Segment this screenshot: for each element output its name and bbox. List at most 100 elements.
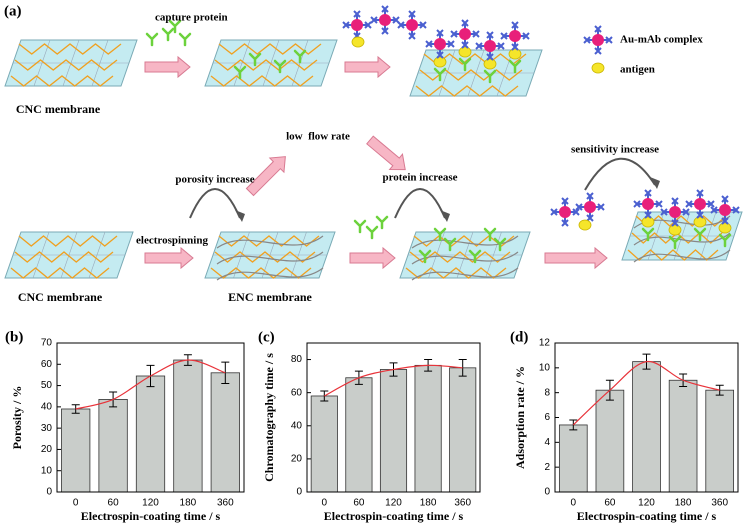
bar bbox=[345, 377, 373, 493]
curved-arrow bbox=[394, 188, 446, 219]
arrow-head bbox=[440, 210, 450, 222]
antibody bbox=[468, 249, 482, 264]
x-tick-label: 60 bbox=[604, 498, 616, 509]
y-tick-label: 2 bbox=[544, 462, 550, 473]
y-tick-label: 8 bbox=[544, 387, 550, 398]
x-tick-label: 60 bbox=[108, 498, 120, 509]
gold-particle bbox=[584, 201, 596, 213]
bar bbox=[61, 408, 91, 493]
bar bbox=[558, 424, 588, 493]
panel-label: (b) bbox=[5, 329, 23, 345]
fiber bbox=[18, 43, 122, 55]
gold-particle bbox=[406, 19, 418, 31]
arrow-shape bbox=[349, 246, 396, 270]
y-tick-label: 0 bbox=[296, 487, 302, 498]
arrow-shape bbox=[245, 156, 286, 197]
fit-curve bbox=[572, 361, 720, 426]
bar bbox=[135, 375, 166, 493]
antibody bbox=[718, 233, 732, 248]
arrow-head bbox=[235, 210, 245, 222]
arrow-shape bbox=[544, 246, 608, 270]
label: porosity increase bbox=[175, 174, 254, 186]
nanofiber bbox=[216, 235, 324, 249]
label: CNC membrane bbox=[18, 290, 103, 304]
antibody bbox=[483, 69, 497, 84]
antibody bbox=[233, 65, 247, 80]
gold-particle bbox=[351, 19, 363, 31]
antigen bbox=[433, 56, 447, 68]
antigen bbox=[591, 62, 605, 74]
arrow-head bbox=[650, 177, 660, 189]
legend-label: Au-mAb complex bbox=[620, 34, 703, 46]
antibody bbox=[161, 27, 175, 42]
antibody bbox=[433, 227, 447, 242]
y-tick-label: 0 bbox=[544, 487, 550, 498]
fiber bbox=[14, 251, 114, 263]
bar bbox=[173, 359, 203, 493]
antigen bbox=[458, 46, 472, 58]
nanofiber bbox=[411, 235, 519, 249]
error-bar bbox=[71, 404, 80, 414]
antibody bbox=[293, 49, 307, 64]
x-tick-label: 0 bbox=[73, 498, 79, 509]
nanofiber bbox=[216, 267, 324, 281]
x-tick-label: 120 bbox=[638, 498, 655, 509]
y-tick-label: 30 bbox=[41, 423, 53, 434]
x-tick-label: 360 bbox=[454, 498, 471, 509]
x-tick-label: 120 bbox=[142, 498, 159, 509]
antibody bbox=[493, 237, 507, 252]
bar bbox=[98, 399, 128, 493]
antibody bbox=[248, 52, 262, 67]
y-tick-label: 50 bbox=[41, 380, 53, 391]
x-axis-label: Electrospin-coating time / s bbox=[577, 509, 717, 523]
antibody bbox=[353, 219, 367, 234]
gold-particle bbox=[434, 38, 446, 50]
fiber bbox=[218, 235, 320, 247]
arrow-shape bbox=[344, 55, 391, 79]
bar bbox=[668, 379, 698, 493]
label: low flow rate bbox=[286, 131, 350, 143]
legend-label: antigen bbox=[620, 64, 655, 76]
antigen bbox=[718, 222, 732, 234]
gold-particle bbox=[484, 40, 496, 52]
antigen bbox=[693, 216, 707, 228]
fiber bbox=[18, 235, 118, 247]
antigen bbox=[483, 58, 497, 70]
bar bbox=[310, 395, 338, 493]
error-bar bbox=[715, 384, 724, 396]
gold-particle bbox=[669, 206, 681, 218]
y-axis-label: Adsorption rate / % bbox=[513, 366, 527, 469]
label: capture protein bbox=[155, 12, 228, 24]
gold-particle bbox=[592, 34, 604, 46]
arrow-shape bbox=[366, 135, 406, 171]
antibody bbox=[641, 227, 655, 242]
plot-frame bbox=[554, 342, 739, 493]
arrow bbox=[349, 246, 396, 270]
antigen bbox=[578, 219, 592, 231]
bar bbox=[414, 364, 442, 493]
bar bbox=[705, 389, 735, 493]
gold-particle bbox=[379, 14, 391, 26]
bar bbox=[595, 389, 625, 493]
y-tick-label: 12 bbox=[539, 338, 551, 349]
arrow-shape bbox=[144, 55, 191, 79]
arrow bbox=[344, 55, 391, 79]
fiber bbox=[210, 75, 314, 87]
antigen bbox=[641, 216, 655, 228]
antibody bbox=[168, 19, 182, 34]
antibody bbox=[433, 67, 447, 82]
antibody bbox=[483, 227, 497, 242]
bar bbox=[449, 367, 477, 493]
fit-curve bbox=[324, 364, 463, 397]
y-tick-label: 20 bbox=[291, 454, 303, 465]
antibody bbox=[458, 57, 472, 72]
label: ENC membrane bbox=[228, 290, 312, 304]
y-tick-label: 0 bbox=[46, 487, 52, 498]
label: CNC membrane bbox=[16, 102, 101, 116]
arrow bbox=[366, 135, 406, 171]
plot-frame bbox=[56, 342, 245, 493]
antigen bbox=[668, 224, 682, 236]
antibody bbox=[178, 32, 192, 47]
antigen bbox=[351, 36, 365, 48]
